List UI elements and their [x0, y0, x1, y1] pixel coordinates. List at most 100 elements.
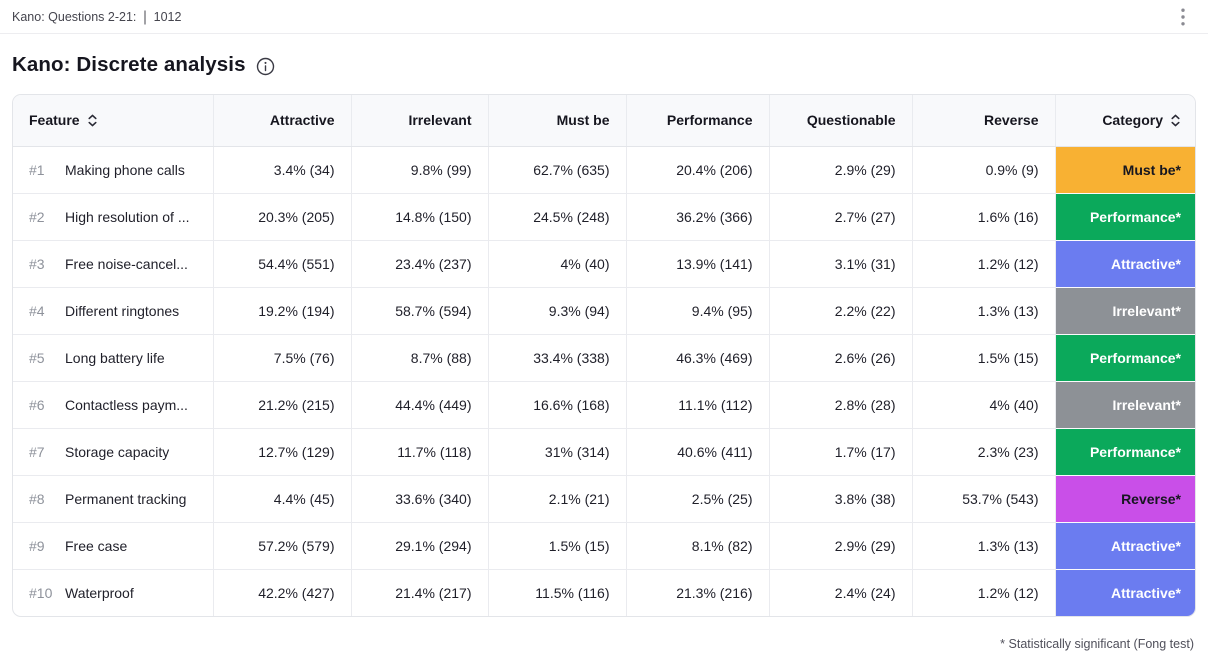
- breadcrumb-divider: |: [143, 8, 147, 25]
- cell-questionable: 2.8% (28): [768, 380, 912, 428]
- cell-attractive: 12.7% (129): [212, 427, 351, 475]
- table-row: #2 High resolution of ... 20.3% (205) 14.8%…: [13, 192, 1195, 240]
- cell-category: Performance*: [1054, 192, 1195, 240]
- cell-irrelevant: 33.6% (340): [350, 474, 488, 522]
- cell-reverse: 1.6% (16): [911, 192, 1055, 240]
- cell-category: Performance*: [1054, 427, 1195, 475]
- cell-feature: #3 Free noise-cancel...: [13, 239, 213, 287]
- info-icon[interactable]: [256, 57, 275, 76]
- row-rank: #3: [29, 255, 45, 272]
- row-rank: #6: [29, 396, 45, 413]
- column-header-feature[interactable]: Feature: [13, 95, 213, 147]
- feature-name: High resolution of ...: [65, 208, 190, 225]
- cell-performance: 8.1% (82): [625, 521, 769, 569]
- cell-feature: #5 Long battery life: [13, 333, 213, 381]
- cell-must-be: 62.7% (635): [487, 146, 626, 193]
- column-label: Feature: [29, 112, 80, 129]
- feature-name: Permanent tracking: [65, 490, 187, 507]
- cell-performance: 11.1% (112): [625, 380, 769, 428]
- row-rank: #8: [29, 490, 45, 507]
- row-rank: #5: [29, 349, 45, 366]
- cell-reverse: 1.3% (13): [911, 521, 1055, 569]
- cell-questionable: 2.7% (27): [768, 192, 912, 240]
- table-row: #5 Long battery life 7.5% (76) 8.7% (88) 33.…: [13, 333, 1195, 381]
- cell-category: Performance*: [1054, 333, 1195, 381]
- category-badge: Must be*: [1056, 146, 1195, 193]
- page-title: Kano: Discrete analysis: [12, 53, 246, 76]
- row-rank: #4: [29, 302, 45, 319]
- table-row: #4 Different ringtones 19.2% (194) 58.7% (5…: [13, 286, 1195, 334]
- cell-category: Attractive*: [1054, 239, 1195, 287]
- kebab-menu-icon[interactable]: [1172, 6, 1194, 28]
- cell-feature: #2 High resolution of ...: [13, 192, 213, 240]
- cell-attractive: 42.2% (427): [212, 568, 351, 616]
- column-header-reverse: Reverse: [911, 95, 1055, 147]
- breadcrumb-title: Kano: Questions 2-21:: [12, 9, 137, 24]
- cell-questionable: 2.2% (22): [768, 286, 912, 334]
- category-badge: Attractive*: [1056, 241, 1195, 287]
- cell-questionable: 2.9% (29): [768, 146, 912, 193]
- column-header-category[interactable]: Category: [1054, 95, 1195, 147]
- cell-performance: 9.4% (95): [625, 286, 769, 334]
- cell-attractive: 19.2% (194): [212, 286, 351, 334]
- table-row: #10 Waterproof 42.2% (427) 21.4% (217) 11.5%…: [13, 568, 1195, 616]
- cell-category: Attractive*: [1054, 568, 1195, 616]
- feature-name: Waterproof: [65, 584, 134, 601]
- table-row: #1 Making phone calls 3.4% (34) 9.8% (99) 62…: [13, 146, 1195, 193]
- cell-feature: #9 Free case: [13, 521, 213, 569]
- cell-reverse: 53.7% (543): [911, 474, 1055, 522]
- cell-questionable: 3.1% (31): [768, 239, 912, 287]
- cell-must-be: 11.5% (116): [487, 568, 626, 616]
- column-label: Performance: [666, 112, 753, 129]
- cell-attractive: 20.3% (205): [212, 192, 351, 240]
- column-header-questionable: Questionable: [768, 95, 912, 147]
- cell-irrelevant: 14.8% (150): [350, 192, 488, 240]
- cell-must-be: 24.5% (248): [487, 192, 626, 240]
- cell-performance: 46.3% (469): [625, 333, 769, 381]
- cell-attractive: 3.4% (34): [212, 146, 351, 193]
- cell-questionable: 2.4% (24): [768, 568, 912, 616]
- cell-reverse: 0.9% (9): [911, 146, 1055, 193]
- column-label: Attractive: [269, 112, 335, 129]
- cell-reverse: 1.2% (12): [911, 239, 1055, 287]
- category-badge: Irrelevant*: [1056, 382, 1195, 428]
- cell-questionable: 2.6% (26): [768, 333, 912, 381]
- cell-feature: #8 Permanent tracking: [13, 474, 213, 522]
- column-label: Reverse: [984, 112, 1039, 129]
- column-header-irrelevant: Irrelevant: [350, 95, 488, 147]
- category-badge: Performance*: [1056, 194, 1195, 240]
- cell-attractive: 57.2% (579): [212, 521, 351, 569]
- cell-feature: #10 Waterproof: [13, 568, 213, 616]
- main-content: Kano: Discrete analysis Feature Attractiv…: [0, 53, 1208, 651]
- column-label: Category: [1102, 112, 1163, 129]
- row-rank: #7: [29, 443, 45, 460]
- cell-questionable: 3.8% (38): [768, 474, 912, 522]
- column-label: Irrelevant: [408, 112, 472, 129]
- cell-irrelevant: 23.4% (237): [350, 239, 488, 287]
- category-badge: Attractive*: [1056, 523, 1195, 569]
- feature-name: Making phone calls: [65, 161, 185, 178]
- cell-feature: #7 Storage capacity: [13, 427, 213, 475]
- cell-performance: 2.5% (25): [625, 474, 769, 522]
- cell-attractive: 21.2% (215): [212, 380, 351, 428]
- feature-name: Free noise-cancel...: [65, 255, 188, 272]
- cell-category: Irrelevant*: [1054, 380, 1195, 428]
- feature-name: Storage capacity: [65, 443, 170, 460]
- category-badge: Performance*: [1056, 335, 1195, 381]
- cell-irrelevant: 58.7% (594): [350, 286, 488, 334]
- cell-must-be: 4% (40): [487, 239, 626, 287]
- column-header-must_be: Must be: [487, 95, 626, 147]
- cell-reverse: 2.3% (23): [911, 427, 1055, 475]
- row-rank: #10: [29, 584, 53, 601]
- cell-must-be: 9.3% (94): [487, 286, 626, 334]
- feature-name: Long battery life: [65, 349, 165, 366]
- significance-footnote: * Statistically significant (Fong test): [1000, 637, 1194, 651]
- column-label: Questionable: [806, 112, 896, 129]
- cell-must-be: 1.5% (15): [487, 521, 626, 569]
- table-row: #3 Free noise-cancel... 54.4% (551) 23.4% (…: [13, 239, 1195, 287]
- feature-name: Different ringtones: [65, 302, 180, 319]
- cell-feature: #4 Different ringtones: [13, 286, 213, 334]
- table-row: #8 Permanent tracking 4.4% (45) 33.6% (340)…: [13, 474, 1195, 522]
- cell-performance: 40.6% (411): [625, 427, 769, 475]
- breadcrumb: Kano: Questions 2-21: | 1012: [12, 8, 181, 25]
